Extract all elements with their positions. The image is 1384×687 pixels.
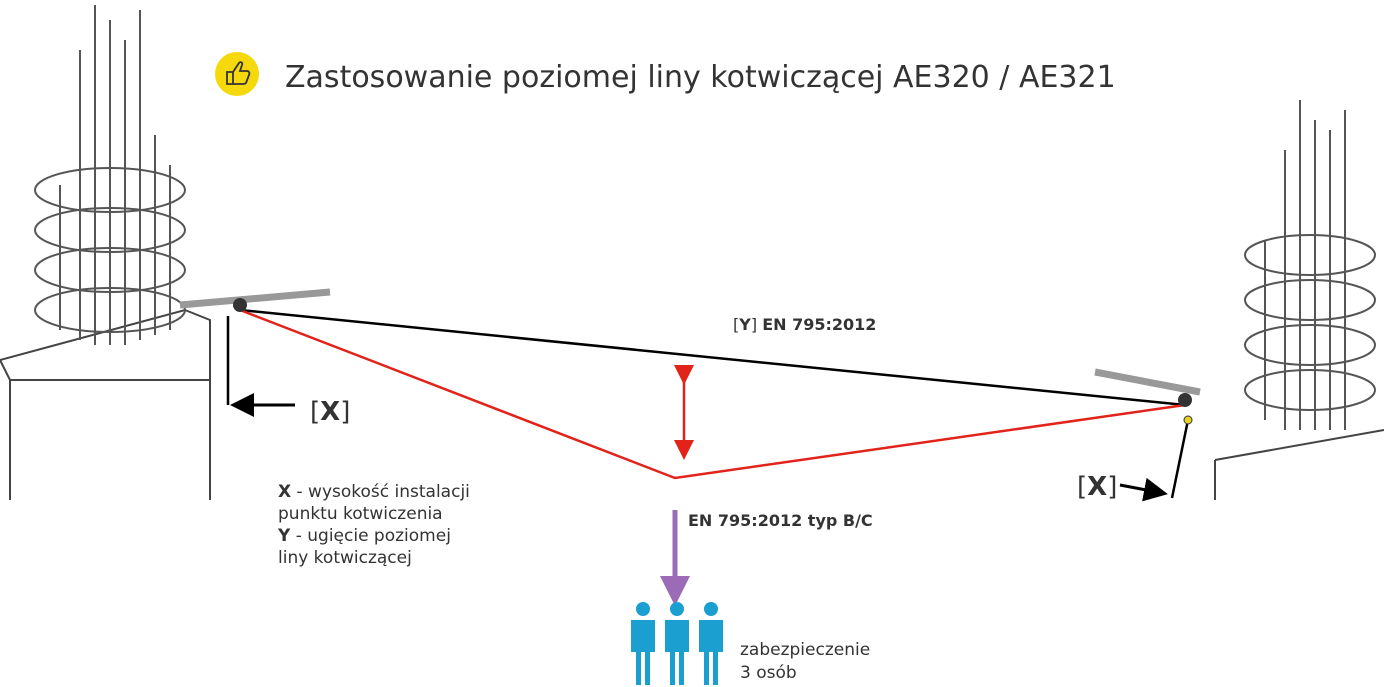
x-marker: [X]	[1077, 472, 1117, 502]
x-arrow-right	[1119, 477, 1168, 502]
height-right	[1170, 419, 1190, 499]
people-icon	[631, 602, 723, 685]
legend-line: liny kotwiczącej	[278, 548, 412, 568]
legend-line: X - wysokość instalacji	[278, 482, 470, 502]
deflected-line	[239, 308, 1186, 480]
capacity-line: zabezpieczenie	[740, 640, 870, 660]
anchor-point	[1183, 415, 1193, 425]
anchor-line	[239, 308, 1186, 407]
y-marker: [Y] EN 795:2012	[733, 315, 876, 334]
legend-line: punktu kotwiczenia	[278, 504, 443, 524]
anchor-device	[233, 298, 247, 312]
right-pillar	[1094, 100, 1384, 500]
title: Zastosowanie poziomej liny kotwiczącej A…	[285, 60, 1116, 95]
type-label: EN 795:2012 typ B/C	[688, 511, 873, 530]
capacity-line: 3 osób	[740, 663, 797, 683]
anchor-device	[1178, 393, 1192, 407]
x-marker: [X]	[310, 397, 350, 427]
thumbs-up-icon	[215, 52, 259, 96]
left-pillar	[0, 5, 331, 500]
legend-line: Y - ugięcie poziomej	[277, 526, 451, 546]
